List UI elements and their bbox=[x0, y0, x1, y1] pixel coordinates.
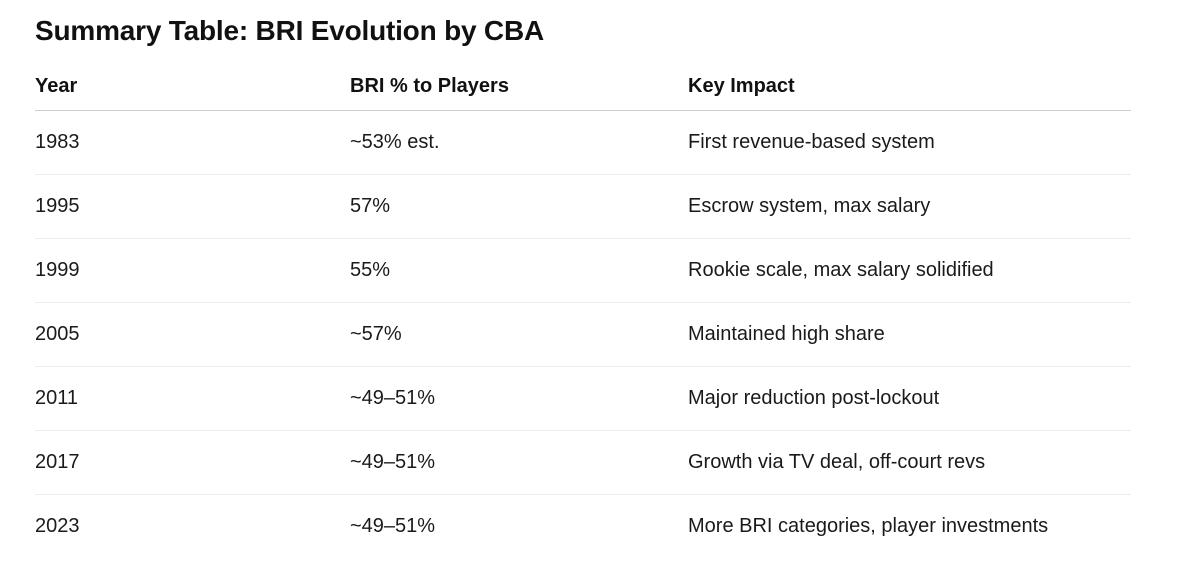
table-row: 2023 ~49–51% More BRI categories, player… bbox=[35, 495, 1131, 559]
cell-bri-percent: ~53% est. bbox=[350, 110, 688, 175]
page-title: Summary Table: BRI Evolution by CBA bbox=[35, 15, 544, 46]
column-header-bri-percent: BRI % to Players bbox=[350, 62, 688, 111]
cell-bri-percent: 57% bbox=[350, 174, 688, 239]
cell-bri-percent: ~49–51% bbox=[350, 366, 688, 431]
cell-year: 2005 bbox=[35, 302, 350, 367]
summary-table: Year BRI % to Players Key Impact 1983 ~5… bbox=[35, 62, 1131, 558]
column-header-key-impact: Key Impact bbox=[688, 62, 1131, 111]
column-header-year: Year bbox=[35, 62, 350, 111]
cell-year: 1995 bbox=[35, 174, 350, 239]
table-row: 2017 ~49–51% Growth via TV deal, off-cou… bbox=[35, 430, 1131, 495]
cell-year: 1999 bbox=[35, 238, 350, 303]
cell-year: 1983 bbox=[35, 110, 350, 175]
cell-key-impact: Escrow system, max salary bbox=[688, 174, 1131, 239]
table-row: 1999 55% Rookie scale, max salary solidi… bbox=[35, 238, 1131, 303]
table-row: 1983 ~53% est. First revenue-based syste… bbox=[35, 110, 1131, 175]
cell-bri-percent: ~49–51% bbox=[350, 515, 436, 537]
cell-key-impact: Growth via TV deal, off-court revs bbox=[688, 430, 1131, 495]
table-header-row: Year BRI % to Players Key Impact bbox=[35, 62, 1131, 111]
cell-year: 2017 bbox=[35, 430, 350, 495]
table-row: 2005 ~57% Maintained high share bbox=[35, 302, 1131, 367]
cell-key-impact: First revenue-based system bbox=[688, 110, 1131, 175]
table-row: 2011 ~49–51% Major reduction post-lockou… bbox=[35, 366, 1131, 431]
cell-key-impact: Major reduction post-lockout bbox=[688, 366, 1131, 431]
cell-bri-percent: ~49–51% bbox=[350, 430, 688, 495]
cell-key-impact: Maintained high share bbox=[688, 302, 1131, 367]
cell-key-impact: Rookie scale, max salary solidified bbox=[688, 238, 1131, 303]
cell-year: 2011 bbox=[35, 366, 350, 431]
table-row: 1995 57% Escrow system, max salary bbox=[35, 174, 1131, 239]
cell-year: 2023 bbox=[35, 515, 80, 537]
cell-key-impact: More BRI categories, player investments bbox=[688, 515, 1049, 537]
cell-bri-percent: ~57% bbox=[350, 302, 688, 367]
cell-bri-percent: 55% bbox=[350, 238, 688, 303]
